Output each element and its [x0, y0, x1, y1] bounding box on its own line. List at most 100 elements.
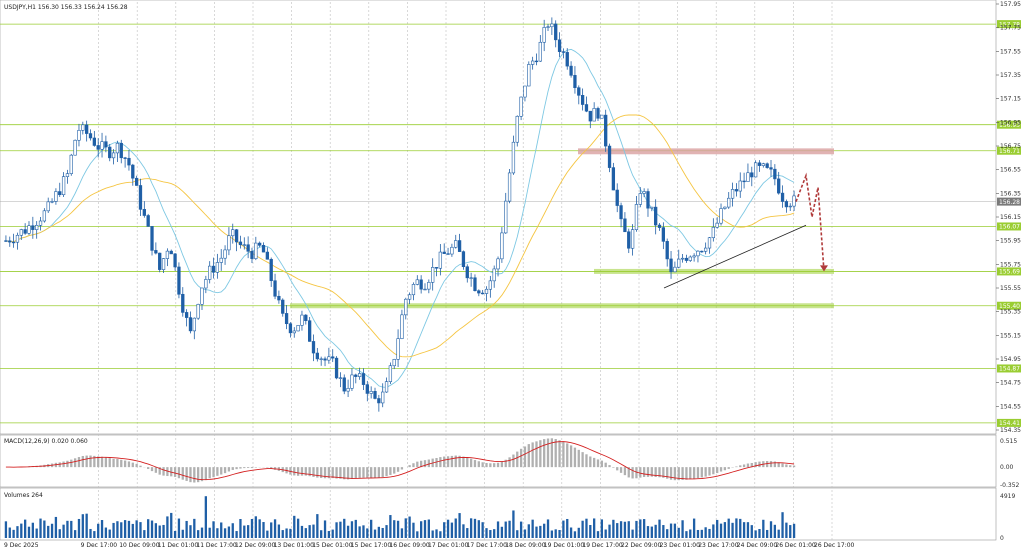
level-price-tag: [997, 267, 1021, 276]
candle-body: [419, 279, 423, 290]
macd-tick-label: 0.00: [1000, 464, 1014, 471]
candle-body: [108, 146, 112, 159]
candle-body: [488, 280, 492, 290]
candle-body: [392, 359, 396, 367]
level-price-tag-text: 156.71: [999, 148, 1020, 155]
level-price-tag: [997, 20, 1021, 29]
candle-body: [400, 314, 404, 339]
candle-body: [146, 215, 150, 227]
candle-body: [77, 130, 81, 141]
price-tick-label: 156.75: [1000, 143, 1021, 150]
resistance-zone: [578, 148, 834, 155]
candle-body: [42, 210, 47, 222]
candle-body: [38, 220, 43, 226]
candle-body: [292, 330, 296, 334]
time-tick-label: 23 Dec 01:00: [660, 542, 701, 549]
level-price-tag-text: 156.93: [999, 122, 1020, 129]
price-tick-label: 156.95: [1000, 119, 1021, 126]
candle-body: [346, 388, 350, 392]
candle-body: [792, 195, 796, 207]
candle-body: [623, 218, 627, 233]
candle-body: [142, 209, 146, 216]
level-price-tag: [997, 222, 1021, 231]
candle-body: [231, 229, 235, 237]
candle-body: [753, 162, 758, 178]
candle-body: [442, 251, 446, 254]
time-tick-label: 26 Dec 01:00: [775, 542, 816, 549]
level-price-tag: [997, 364, 1021, 373]
candle-body: [638, 193, 642, 205]
candle-body: [477, 290, 481, 294]
candle-body: [711, 226, 715, 239]
time-tick-label: 11 Dec 17:00: [196, 542, 237, 549]
candle-body: [769, 167, 773, 170]
candle-body: [323, 358, 327, 361]
candle-body: [369, 391, 373, 394]
candle-body: [773, 168, 777, 180]
time-tick-label: 19 Dec 01:00: [544, 542, 585, 549]
time-tick-label: 10 Dec 09:00: [119, 542, 160, 549]
candle-body: [665, 241, 669, 260]
price-tick-label: 154.95: [1000, 356, 1021, 363]
candle-body: [331, 356, 335, 359]
candle-body: [746, 172, 750, 182]
price-tick-label: 154.55: [1000, 403, 1021, 410]
candle-body: [196, 304, 200, 319]
candle-body: [554, 23, 558, 41]
candle-body: [69, 154, 73, 174]
candle-body: [465, 266, 469, 279]
candle-body: [261, 245, 266, 253]
candle-body: [258, 242, 262, 246]
candle-body: [11, 241, 16, 244]
candle-body: [273, 280, 277, 297]
candle-body: [238, 241, 243, 246]
candle-body: [342, 377, 346, 392]
candle-body: [100, 141, 104, 150]
time-tick-label: 15 Dec 01:00: [312, 542, 353, 549]
support-zone: [290, 303, 834, 309]
candle-body: [534, 60, 539, 63]
candle-body: [96, 145, 100, 150]
candle-body: [700, 250, 704, 253]
current-price-tag: [997, 197, 1021, 206]
candle-body: [507, 172, 512, 202]
candle-body: [692, 255, 696, 258]
candle-body: [50, 201, 54, 203]
candle-body: [446, 253, 450, 255]
candle-body: [557, 39, 562, 52]
forecast-arrowhead: [820, 265, 828, 272]
candle-body: [319, 358, 323, 360]
price-tick-label: 156.15: [1000, 214, 1021, 221]
candle-body: [215, 262, 220, 273]
candle-body: [92, 137, 96, 146]
price-tick-label: 155.15: [1000, 332, 1021, 339]
candle-body: [438, 251, 443, 269]
candle-body: [407, 294, 412, 300]
candle-body: [181, 293, 185, 313]
candle-body: [304, 314, 308, 322]
candle-body: [538, 41, 542, 62]
candle-body: [684, 257, 689, 261]
candle-body: [527, 64, 531, 87]
candle-body: [434, 267, 439, 269]
candle-body: [354, 374, 358, 377]
macd-signal-line: [5, 441, 795, 481]
price-tick-label: 157.95: [1000, 1, 1021, 8]
candle-body: [300, 314, 304, 326]
candle-body: [227, 235, 231, 251]
candle-body: [246, 244, 250, 252]
time-tick-label: 19 Dec 17:00: [582, 542, 623, 549]
candle-body: [646, 191, 650, 209]
candle-body: [673, 266, 677, 273]
candle-body: [88, 133, 93, 139]
candle-body: [23, 229, 27, 234]
level-price-tag-text: 156.07: [999, 224, 1020, 231]
candle-body: [58, 191, 62, 196]
candle-body: [719, 208, 723, 224]
candle-body: [377, 398, 381, 404]
candle-body: [427, 282, 431, 290]
candle-body: [550, 23, 554, 28]
candle-body: [611, 167, 616, 191]
candle-body: [411, 284, 416, 296]
